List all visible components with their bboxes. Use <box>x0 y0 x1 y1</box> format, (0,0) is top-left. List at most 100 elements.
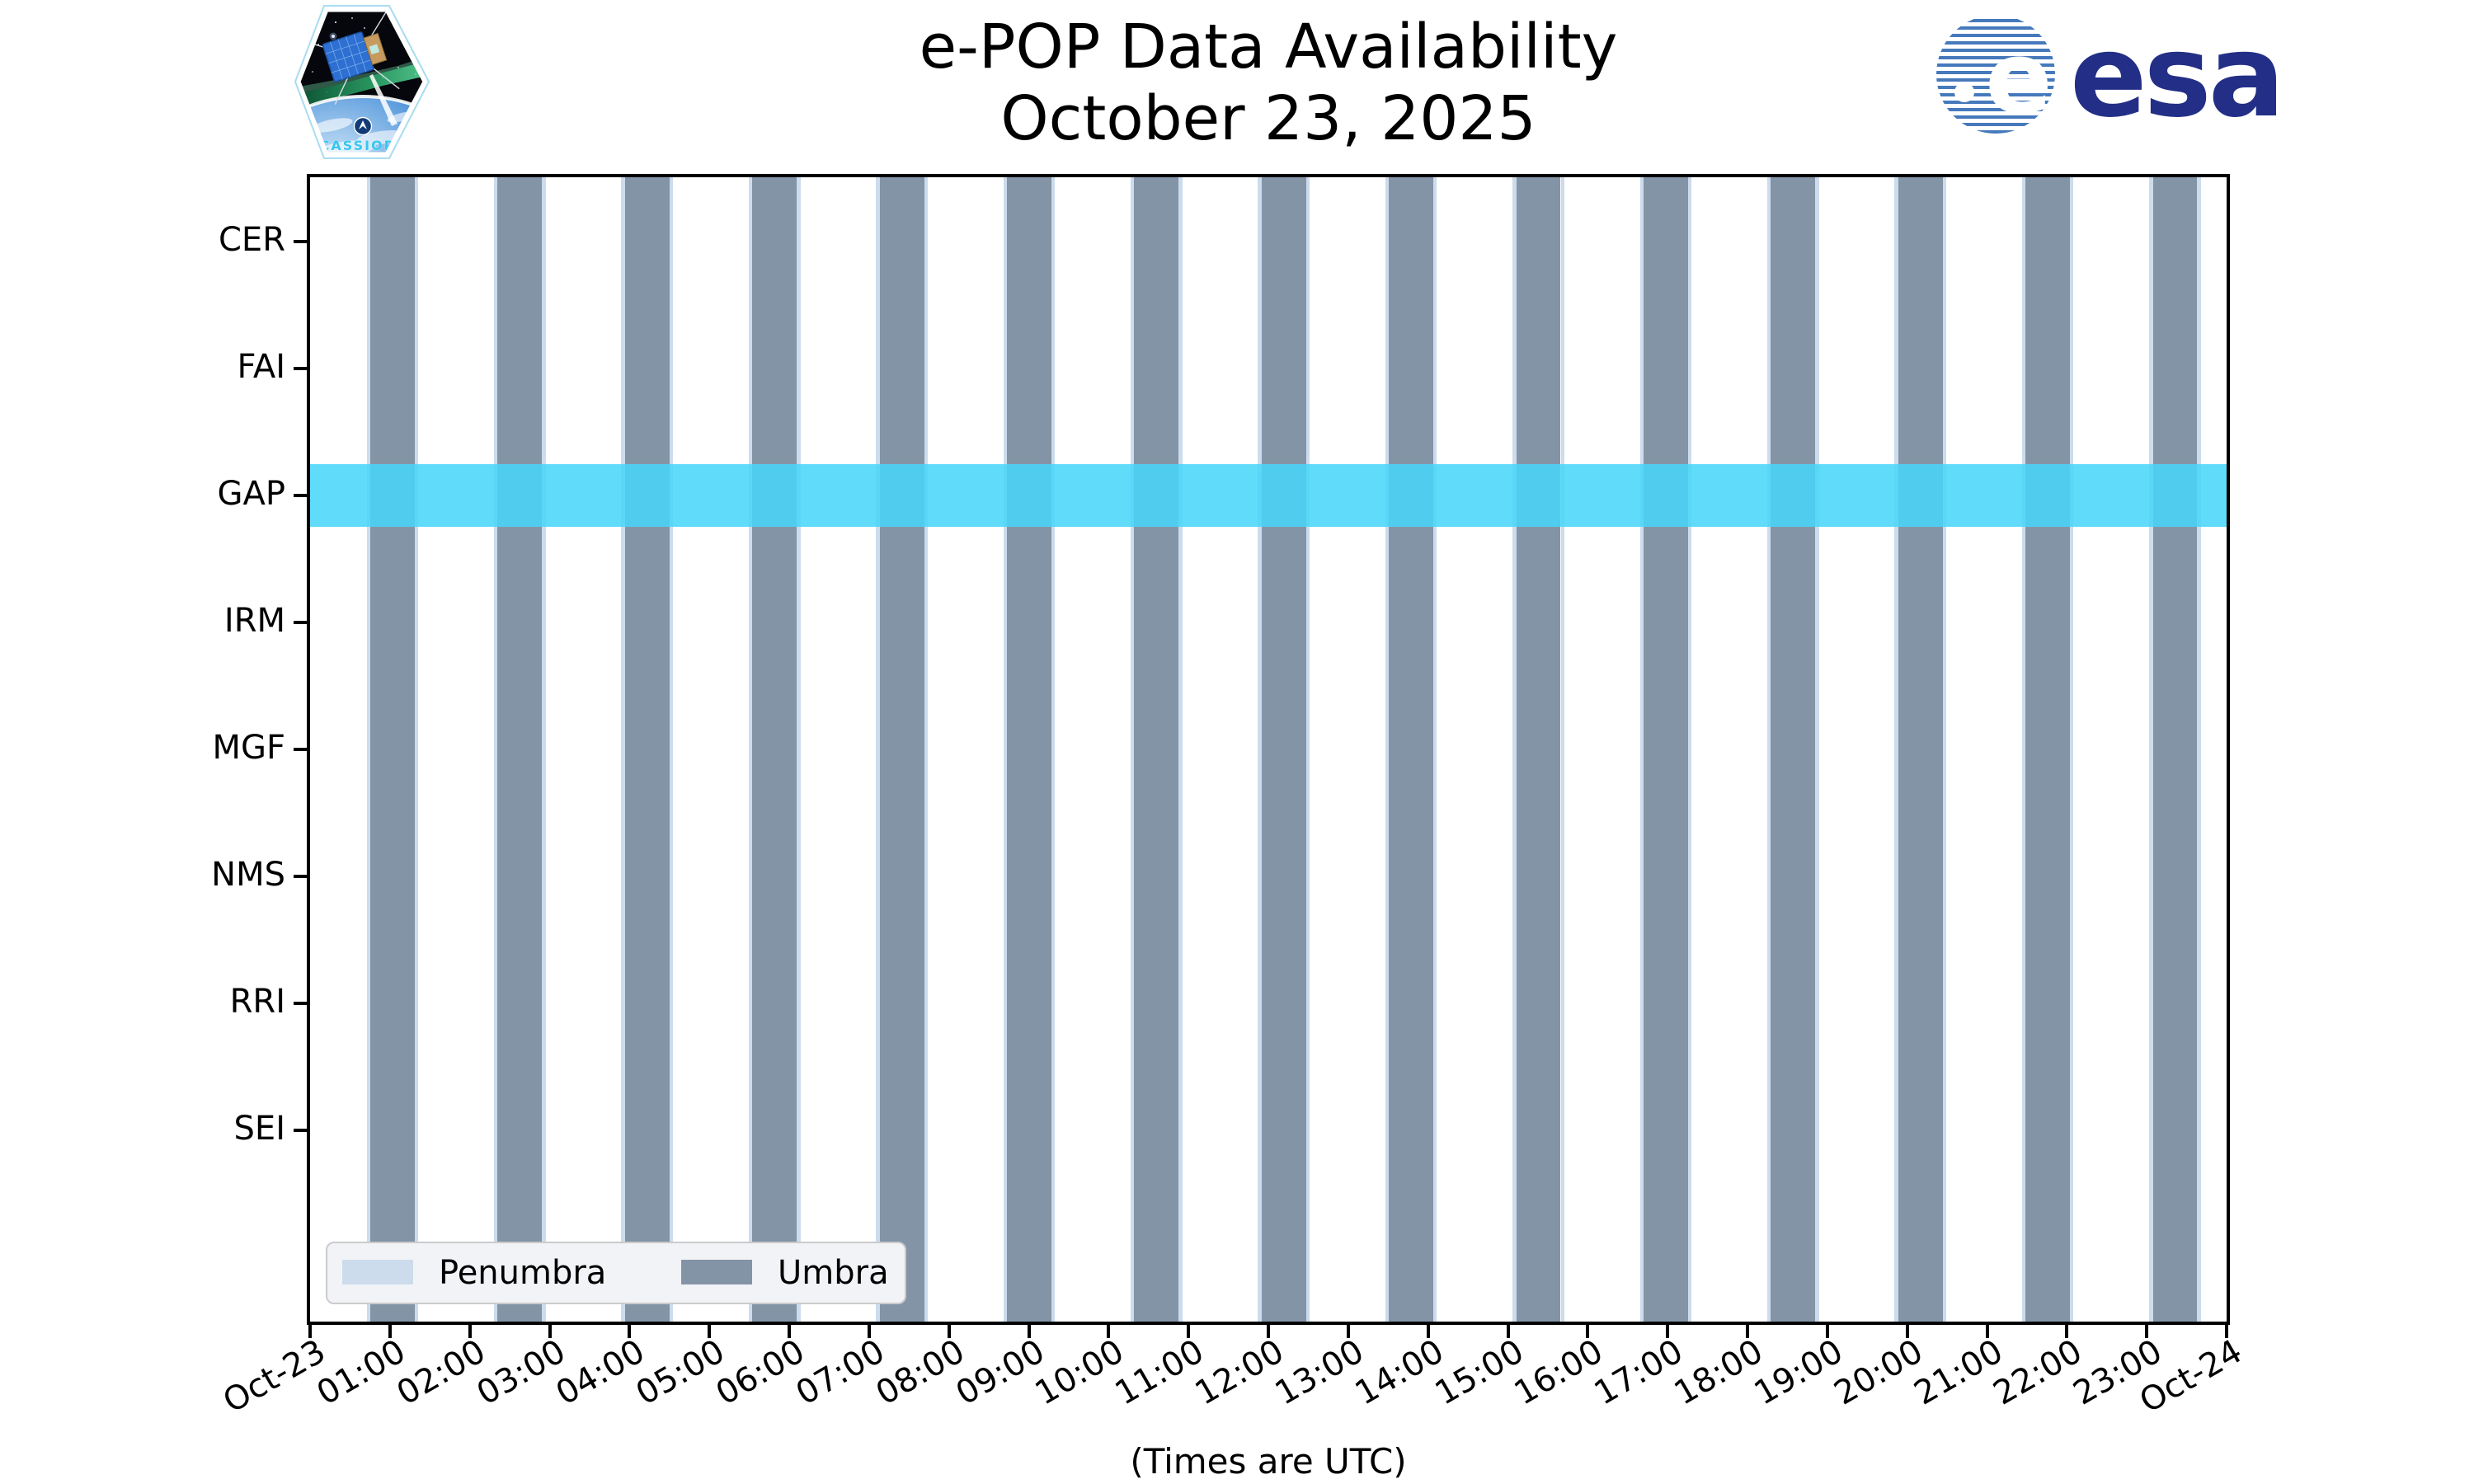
umbra-bar <box>2025 177 2071 1322</box>
y-tick-label-irm: IRM <box>223 602 285 640</box>
y-tick-mark <box>294 1129 310 1132</box>
penumbra-strip <box>1385 177 1390 1322</box>
penumbra-strip <box>494 177 498 1322</box>
x-tick-mark <box>788 1322 791 1338</box>
penumbra-strip <box>1130 177 1135 1322</box>
x-tick-mark <box>548 1322 552 1338</box>
y-tick-label-sei: SEI <box>233 1110 285 1148</box>
x-tick-mark <box>1346 1322 1350 1338</box>
penumbra-strip <box>1051 177 1056 1322</box>
penumbra-strip <box>1687 177 1692 1322</box>
penumbra-strip <box>1003 177 1007 1322</box>
penumbra-strip <box>415 177 419 1322</box>
penumbra-strip <box>1815 177 1819 1322</box>
penumbra-strip <box>1560 177 1564 1322</box>
umbra-bar <box>624 177 670 1322</box>
x-tick-mark <box>1825 1322 1829 1338</box>
chart-title: e-POP Data Availability <box>919 12 1618 82</box>
x-tick-mark <box>1506 1322 1510 1338</box>
x-tick-mark <box>2225 1322 2228 1338</box>
x-tick-mark <box>308 1322 312 1338</box>
umbra-bar <box>1389 177 1434 1322</box>
earth <box>299 95 425 154</box>
y-tick-label-rri: RRI <box>229 983 285 1021</box>
umbra-bar <box>1006 177 1051 1322</box>
aurora-band-upper <box>299 54 425 94</box>
y-tick-label-mgf: MGF <box>212 729 285 767</box>
y-tick-mark <box>294 748 310 751</box>
umbra-bar <box>752 177 797 1322</box>
x-tick-mark <box>1187 1322 1191 1338</box>
x-tick-mark <box>1107 1322 1111 1338</box>
penumbra-strip <box>2197 177 2201 1322</box>
patch-border-outer <box>294 5 430 159</box>
penumbra-strip <box>1766 177 1771 1322</box>
patch-border-inner <box>296 7 427 157</box>
penumbra-strip <box>542 177 546 1322</box>
penumbra-strip <box>2149 177 2153 1322</box>
x-tick-mark <box>2145 1322 2149 1338</box>
x-tick-mark <box>947 1322 951 1338</box>
legend-swatch-penumbra <box>342 1260 413 1284</box>
chart-subtitle: October 23, 2025 <box>1000 83 1536 155</box>
esa-globe-dot <box>1954 82 1974 102</box>
chart-title-block: e-POP Data Availability October 23, 2025 <box>310 12 2227 156</box>
y-tick-mark <box>294 875 310 878</box>
x-tick-mark <box>708 1322 712 1338</box>
y-tick-label-fai: FAI <box>237 348 286 386</box>
esa-globe-e: e <box>1985 21 2052 136</box>
penumbra-strip <box>1305 177 1310 1322</box>
penumbra-strip <box>797 177 801 1322</box>
y-tick-label-gap: GAP <box>217 475 285 513</box>
penumbra-strip <box>1433 177 1437 1322</box>
x-tick-mark <box>1267 1322 1270 1338</box>
csa-badge-glyph <box>359 120 367 129</box>
eclipse-bars-layer <box>310 177 2227 1322</box>
bright-star <box>332 35 335 38</box>
x-tick-mark <box>628 1322 632 1338</box>
umbra-bar <box>497 177 543 1322</box>
penumbra-strip <box>621 177 625 1322</box>
umbra-bar <box>1516 177 1561 1322</box>
penumbra-strip <box>1639 177 1644 1322</box>
esa-logo: e esa <box>1936 12 2285 139</box>
penumbra-strip <box>2070 177 2074 1322</box>
gap-availability-band <box>310 464 2227 527</box>
x-tick-mark <box>388 1322 392 1338</box>
y-tick-mark <box>294 1002 310 1005</box>
legend: Penumbra Umbra <box>326 1242 906 1304</box>
penumbra-strip <box>366 177 370 1322</box>
penumbra-strip <box>924 177 928 1322</box>
x-tick-mark <box>1027 1322 1031 1338</box>
penumbra-strip <box>1178 177 1183 1322</box>
aurora-band <box>299 59 425 107</box>
x-tick-mark <box>867 1322 871 1338</box>
penumbra-strip <box>1512 177 1517 1322</box>
cassiope-mission-patch: CASSIOPE <box>294 5 430 159</box>
y-tick-mark <box>294 494 310 497</box>
beam <box>369 74 397 126</box>
penumbra-strip <box>1894 177 1898 1322</box>
umbra-bar <box>1771 177 1816 1322</box>
umbra-bar <box>370 177 416 1322</box>
legend-label-umbra: Umbra <box>778 1254 889 1292</box>
x-tick-mark <box>2065 1322 2069 1338</box>
esa-globe <box>1936 15 2055 134</box>
umbra-bar <box>1134 177 1179 1322</box>
x-tick-mark <box>1746 1322 1749 1338</box>
umbra-bar <box>1898 177 1943 1322</box>
esa-wordmark: esa <box>2070 12 2282 139</box>
x-tick-mark <box>1666 1322 1670 1338</box>
plot-area: Penumbra Umbra <box>307 174 2230 1325</box>
x-tick-mark <box>1905 1322 1909 1338</box>
penumbra-strip <box>1942 177 1947 1322</box>
penumbra-strip <box>748 177 753 1322</box>
legend-label-penumbra: Penumbra <box>439 1254 607 1292</box>
y-tick-label-cer: CER <box>219 221 285 259</box>
penumbra-strip <box>1258 177 1262 1322</box>
penumbra-strip <box>2021 177 2026 1322</box>
umbra-bar <box>2152 177 2198 1322</box>
penumbra-strip <box>876 177 880 1322</box>
umbra-bar <box>1643 177 1688 1322</box>
